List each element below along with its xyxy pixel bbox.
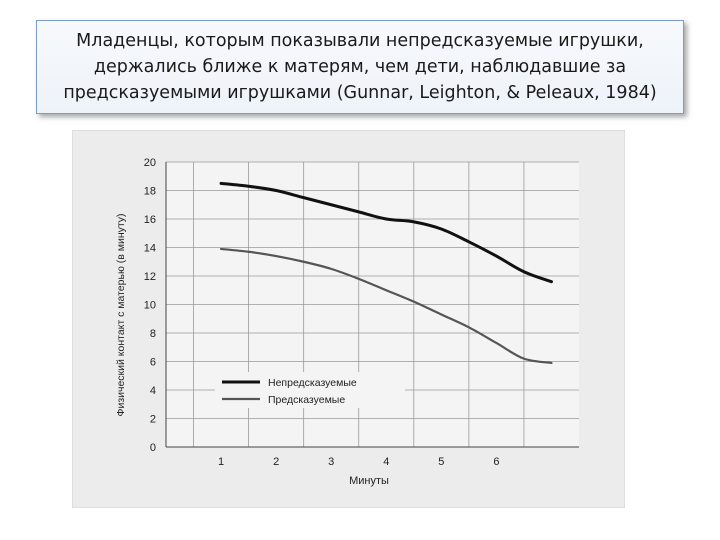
y-axis-label: Физический контакт с матерью (в минуту): [115, 213, 127, 416]
x-axis-label: Минуты: [349, 475, 389, 487]
y-tick-label: 0: [150, 442, 156, 454]
y-tick-label: 6: [150, 357, 156, 369]
x-tick-label: 5: [438, 456, 444, 468]
series-lines: [219, 181, 553, 365]
axes: [165, 162, 579, 448]
legend: Непредсказуемые Предсказуемые: [215, 372, 405, 408]
y-tick-label: 12: [144, 271, 156, 283]
y-tick-label: 18: [144, 186, 156, 198]
y-tick-label: 14: [144, 243, 156, 255]
x-tick-label: 6: [493, 456, 499, 468]
slide-title-box: Младенцы, которым показывали непредсказу…: [36, 20, 684, 114]
x-tick-label: 1: [218, 456, 224, 468]
legend-label: Непредсказуемые: [268, 377, 357, 389]
x-tick-label: 3: [328, 456, 334, 468]
y-tick-label: 20: [144, 157, 156, 169]
y-tick-label: 10: [144, 300, 156, 312]
series-line-2: [219, 247, 553, 365]
legend-background: [215, 372, 405, 408]
x-tick-label: 2: [273, 456, 279, 468]
chart-container: 0 2 4 6 8 10 12 14 16 18 20 1 2 3 4 5 6 Непредсказуемые П…: [71, 129, 626, 509]
series-line-1: [219, 181, 553, 284]
slide-title: Младенцы, которым показывали непредсказу…: [63, 31, 657, 103]
legend-label: Предсказуемые: [268, 394, 345, 406]
y-tick-label: 16: [144, 214, 156, 226]
y-tick-label: 2: [150, 414, 156, 426]
y-tick-label: 8: [150, 328, 156, 340]
x-tick-label: 4: [383, 456, 389, 468]
y-tick-label: 4: [150, 385, 156, 397]
